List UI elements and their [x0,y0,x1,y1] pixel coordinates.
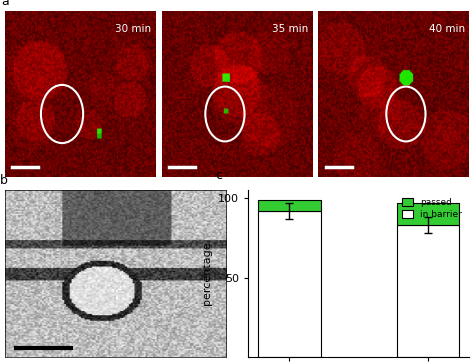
Bar [397,203,459,225]
Bar [397,225,459,357]
Legend: passed, in barrier: passed, in barrier [400,195,465,221]
Text: a: a [2,0,9,8]
Y-axis label: percentage: percentage [202,242,212,305]
Text: c: c [215,169,222,182]
Text: b: b [0,174,8,187]
Text: 30 min: 30 min [115,24,151,34]
Bar [258,200,320,211]
Bar [258,211,320,357]
Text: 35 min: 35 min [272,24,308,34]
Text: 40 min: 40 min [428,24,465,34]
